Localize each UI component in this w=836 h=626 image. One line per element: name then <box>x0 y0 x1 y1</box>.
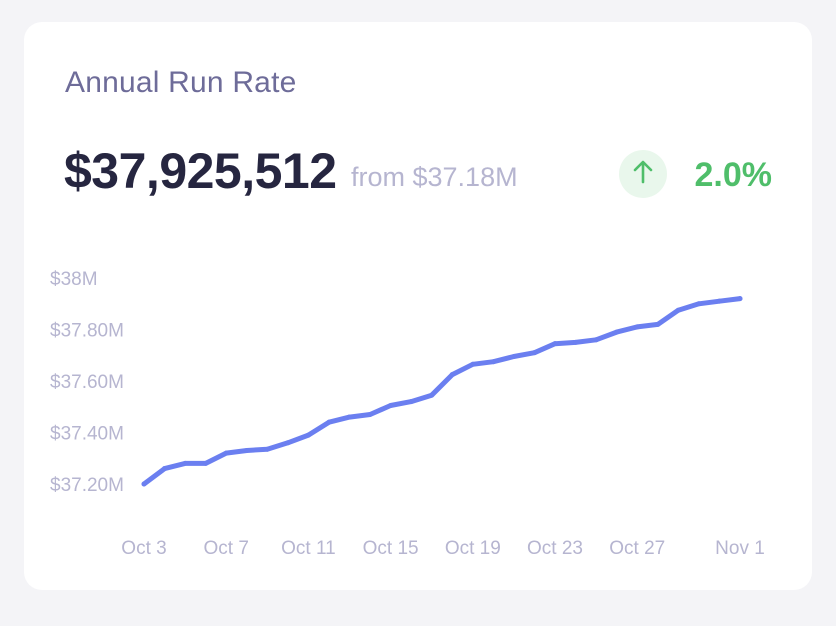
x-tick-label: Oct 3 <box>121 538 166 559</box>
metric-value: $37,925,512 <box>64 143 337 199</box>
data-point <box>573 339 579 345</box>
data-point <box>203 460 209 466</box>
data-point <box>716 298 722 304</box>
x-tick-label: Oct 19 <box>445 538 501 559</box>
metric-from-text: from $37.18M <box>351 162 518 192</box>
run-rate-line-chart: $38M $37.80M $37.60M $37.40M $37.20M Oct 3 Oct… <box>50 269 765 559</box>
y-tick-label: $37.60M <box>50 372 124 393</box>
data-point <box>634 324 640 330</box>
data-point <box>490 359 496 365</box>
data-point <box>388 402 394 408</box>
data-point <box>326 419 332 425</box>
data-point <box>408 399 414 405</box>
data-point <box>696 301 702 307</box>
data-point <box>264 446 270 452</box>
x-tick-label: Oct 11 <box>281 538 336 559</box>
change-percent: 2.0% <box>694 156 773 194</box>
y-tick-label: $38M <box>50 269 98 290</box>
data-point <box>737 296 743 302</box>
data-point <box>655 321 661 327</box>
data-point <box>244 448 250 454</box>
x-tick-label: Nov 1 <box>715 538 765 559</box>
data-point <box>429 392 435 398</box>
card-title: Annual Run Rate <box>65 66 297 99</box>
y-tick-label: $37.40M <box>50 424 124 445</box>
x-tick-label: Oct 23 <box>527 538 583 559</box>
data-point <box>614 329 620 335</box>
arrow-up-icon <box>632 159 654 190</box>
data-point <box>449 372 455 378</box>
series-line <box>141 296 743 487</box>
data-point <box>347 414 353 420</box>
data-point <box>531 350 537 356</box>
data-point <box>367 411 373 417</box>
data-point <box>675 307 681 313</box>
data-point <box>593 337 599 343</box>
data-point <box>162 466 168 472</box>
metric-row: $37,925,512 from $37.18M 2.0% <box>64 142 772 212</box>
data-point <box>305 432 311 438</box>
annual-run-rate-card: Annual Run Rate $37,925,512 from $37.18M… <box>24 22 812 590</box>
data-point <box>141 481 147 487</box>
y-tick-label: $37.80M <box>50 321 124 342</box>
change-badge <box>619 150 667 198</box>
data-point <box>470 361 476 367</box>
x-tick-label: Oct 15 <box>363 538 419 559</box>
data-point <box>552 341 558 347</box>
data-point <box>182 460 188 466</box>
x-tick-label: Oct 7 <box>204 538 249 559</box>
x-tick-label: Oct 27 <box>609 538 665 559</box>
y-tick-label: $37.20M <box>50 475 124 496</box>
data-point <box>223 450 229 456</box>
data-point <box>285 440 291 446</box>
data-point <box>511 354 517 360</box>
